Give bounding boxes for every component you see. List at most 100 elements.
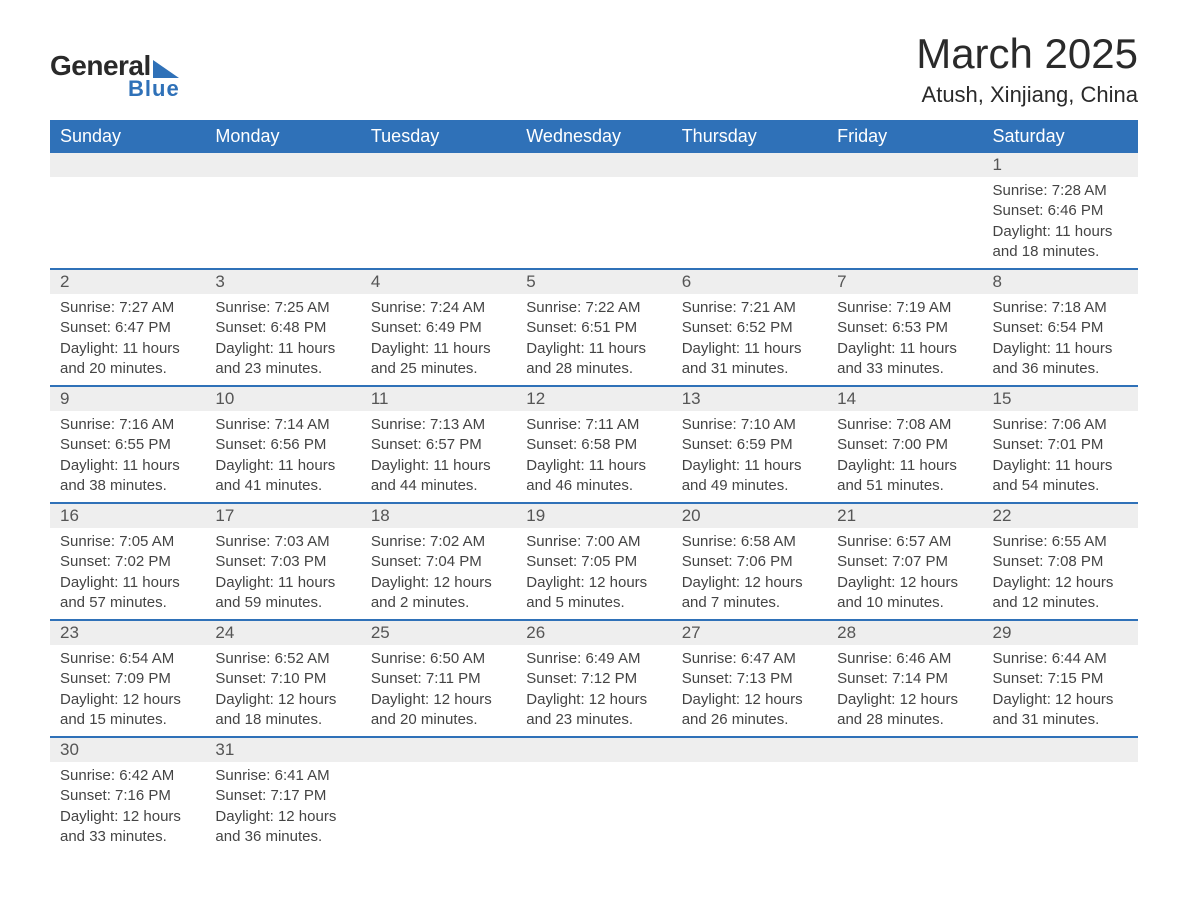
day-number-cell: 29 bbox=[983, 620, 1138, 645]
day-number-cell: 13 bbox=[672, 386, 827, 411]
day-detail-cell: Sunrise: 6:44 AMSunset: 7:15 PMDaylight:… bbox=[983, 645, 1138, 737]
day-detail-row: Sunrise: 7:28 AMSunset: 6:46 PMDaylight:… bbox=[50, 177, 1138, 269]
day-number-cell bbox=[516, 737, 671, 762]
day-number-cell: 22 bbox=[983, 503, 1138, 528]
day-detail-row: Sunrise: 7:05 AMSunset: 7:02 PMDaylight:… bbox=[50, 528, 1138, 620]
day-number-cell: 31 bbox=[205, 737, 360, 762]
day-detail-cell: Sunrise: 7:16 AMSunset: 6:55 PMDaylight:… bbox=[50, 411, 205, 503]
day-number-cell: 25 bbox=[361, 620, 516, 645]
day-number-row: 2345678 bbox=[50, 269, 1138, 294]
day-number-cell bbox=[205, 153, 360, 177]
day-detail-cell: Sunrise: 6:55 AMSunset: 7:08 PMDaylight:… bbox=[983, 528, 1138, 620]
day-detail-cell bbox=[50, 177, 205, 269]
day-number-cell: 10 bbox=[205, 386, 360, 411]
day-number-cell bbox=[361, 737, 516, 762]
title-location: Atush, Xinjiang, China bbox=[916, 82, 1138, 108]
day-number-cell: 1 bbox=[983, 153, 1138, 177]
day-number-cell bbox=[672, 153, 827, 177]
day-number-row: 16171819202122 bbox=[50, 503, 1138, 528]
day-number-cell: 17 bbox=[205, 503, 360, 528]
day-detail-cell: Sunrise: 7:21 AMSunset: 6:52 PMDaylight:… bbox=[672, 294, 827, 386]
day-number-cell: 20 bbox=[672, 503, 827, 528]
day-detail-cell bbox=[983, 762, 1138, 853]
logo-text-blue: Blue bbox=[128, 76, 180, 102]
day-number-cell: 5 bbox=[516, 269, 671, 294]
day-detail-cell bbox=[361, 762, 516, 853]
day-detail-cell: Sunrise: 7:19 AMSunset: 6:53 PMDaylight:… bbox=[827, 294, 982, 386]
day-detail-cell: Sunrise: 7:11 AMSunset: 6:58 PMDaylight:… bbox=[516, 411, 671, 503]
day-detail-row: Sunrise: 7:16 AMSunset: 6:55 PMDaylight:… bbox=[50, 411, 1138, 503]
day-detail-cell: Sunrise: 6:54 AMSunset: 7:09 PMDaylight:… bbox=[50, 645, 205, 737]
day-number-cell bbox=[827, 737, 982, 762]
day-number-cell: 11 bbox=[361, 386, 516, 411]
day-number-row: 1 bbox=[50, 153, 1138, 177]
weekday-header: Tuesday bbox=[361, 120, 516, 153]
day-detail-cell: Sunrise: 7:13 AMSunset: 6:57 PMDaylight:… bbox=[361, 411, 516, 503]
day-detail-cell: Sunrise: 7:24 AMSunset: 6:49 PMDaylight:… bbox=[361, 294, 516, 386]
day-detail-cell bbox=[672, 762, 827, 853]
day-detail-cell: Sunrise: 7:25 AMSunset: 6:48 PMDaylight:… bbox=[205, 294, 360, 386]
logo: General Blue bbox=[50, 30, 180, 102]
day-number-cell: 14 bbox=[827, 386, 982, 411]
title-month: March 2025 bbox=[916, 30, 1138, 78]
day-number-cell: 8 bbox=[983, 269, 1138, 294]
day-number-cell: 9 bbox=[50, 386, 205, 411]
day-detail-cell: Sunrise: 6:58 AMSunset: 7:06 PMDaylight:… bbox=[672, 528, 827, 620]
day-detail-cell bbox=[516, 177, 671, 269]
day-number-cell: 7 bbox=[827, 269, 982, 294]
day-detail-cell: Sunrise: 7:08 AMSunset: 7:00 PMDaylight:… bbox=[827, 411, 982, 503]
day-number-cell: 30 bbox=[50, 737, 205, 762]
weekday-header: Monday bbox=[205, 120, 360, 153]
day-number-cell: 3 bbox=[205, 269, 360, 294]
day-detail-row: Sunrise: 6:54 AMSunset: 7:09 PMDaylight:… bbox=[50, 645, 1138, 737]
day-number-cell: 15 bbox=[983, 386, 1138, 411]
day-number-cell: 26 bbox=[516, 620, 671, 645]
day-number-cell: 24 bbox=[205, 620, 360, 645]
weekday-header: Wednesday bbox=[516, 120, 671, 153]
day-number-cell bbox=[672, 737, 827, 762]
weekday-header: Friday bbox=[827, 120, 982, 153]
day-detail-cell bbox=[827, 177, 982, 269]
title-block: March 2025 Atush, Xinjiang, China bbox=[916, 30, 1138, 108]
day-detail-cell bbox=[827, 762, 982, 853]
day-detail-cell: Sunrise: 6:46 AMSunset: 7:14 PMDaylight:… bbox=[827, 645, 982, 737]
day-detail-cell: Sunrise: 7:02 AMSunset: 7:04 PMDaylight:… bbox=[361, 528, 516, 620]
weekday-header: Thursday bbox=[672, 120, 827, 153]
day-detail-cell: Sunrise: 7:03 AMSunset: 7:03 PMDaylight:… bbox=[205, 528, 360, 620]
day-number-cell: 27 bbox=[672, 620, 827, 645]
day-number-cell: 2 bbox=[50, 269, 205, 294]
weekday-header: Sunday bbox=[50, 120, 205, 153]
day-number-cell: 23 bbox=[50, 620, 205, 645]
day-number-cell: 19 bbox=[516, 503, 671, 528]
day-detail-cell: Sunrise: 7:10 AMSunset: 6:59 PMDaylight:… bbox=[672, 411, 827, 503]
day-detail-cell: Sunrise: 6:57 AMSunset: 7:07 PMDaylight:… bbox=[827, 528, 982, 620]
day-detail-cell bbox=[516, 762, 671, 853]
weekday-header-row: Sunday Monday Tuesday Wednesday Thursday… bbox=[50, 120, 1138, 153]
day-number-row: 9101112131415 bbox=[50, 386, 1138, 411]
day-number-cell bbox=[516, 153, 671, 177]
day-detail-cell: Sunrise: 7:28 AMSunset: 6:46 PMDaylight:… bbox=[983, 177, 1138, 269]
day-detail-cell: Sunrise: 7:00 AMSunset: 7:05 PMDaylight:… bbox=[516, 528, 671, 620]
day-detail-cell: Sunrise: 6:47 AMSunset: 7:13 PMDaylight:… bbox=[672, 645, 827, 737]
day-detail-row: Sunrise: 6:42 AMSunset: 7:16 PMDaylight:… bbox=[50, 762, 1138, 853]
day-detail-cell bbox=[672, 177, 827, 269]
day-number-row: 3031 bbox=[50, 737, 1138, 762]
day-detail-cell: Sunrise: 6:52 AMSunset: 7:10 PMDaylight:… bbox=[205, 645, 360, 737]
day-number-cell: 28 bbox=[827, 620, 982, 645]
day-detail-cell: Sunrise: 6:49 AMSunset: 7:12 PMDaylight:… bbox=[516, 645, 671, 737]
day-detail-cell: Sunrise: 6:42 AMSunset: 7:16 PMDaylight:… bbox=[50, 762, 205, 853]
weekday-header: Saturday bbox=[983, 120, 1138, 153]
day-number-cell: 16 bbox=[50, 503, 205, 528]
day-detail-cell: Sunrise: 7:05 AMSunset: 7:02 PMDaylight:… bbox=[50, 528, 205, 620]
day-number-cell: 21 bbox=[827, 503, 982, 528]
day-detail-cell: Sunrise: 7:06 AMSunset: 7:01 PMDaylight:… bbox=[983, 411, 1138, 503]
day-number-cell bbox=[983, 737, 1138, 762]
day-number-cell: 18 bbox=[361, 503, 516, 528]
day-detail-cell bbox=[361, 177, 516, 269]
calendar-body: 1Sunrise: 7:28 AMSunset: 6:46 PMDaylight… bbox=[50, 153, 1138, 853]
day-detail-cell bbox=[205, 177, 360, 269]
day-detail-row: Sunrise: 7:27 AMSunset: 6:47 PMDaylight:… bbox=[50, 294, 1138, 386]
calendar-table: Sunday Monday Tuesday Wednesday Thursday… bbox=[50, 120, 1138, 853]
day-number-cell: 12 bbox=[516, 386, 671, 411]
header: General Blue March 2025 Atush, Xinjiang,… bbox=[50, 30, 1138, 108]
